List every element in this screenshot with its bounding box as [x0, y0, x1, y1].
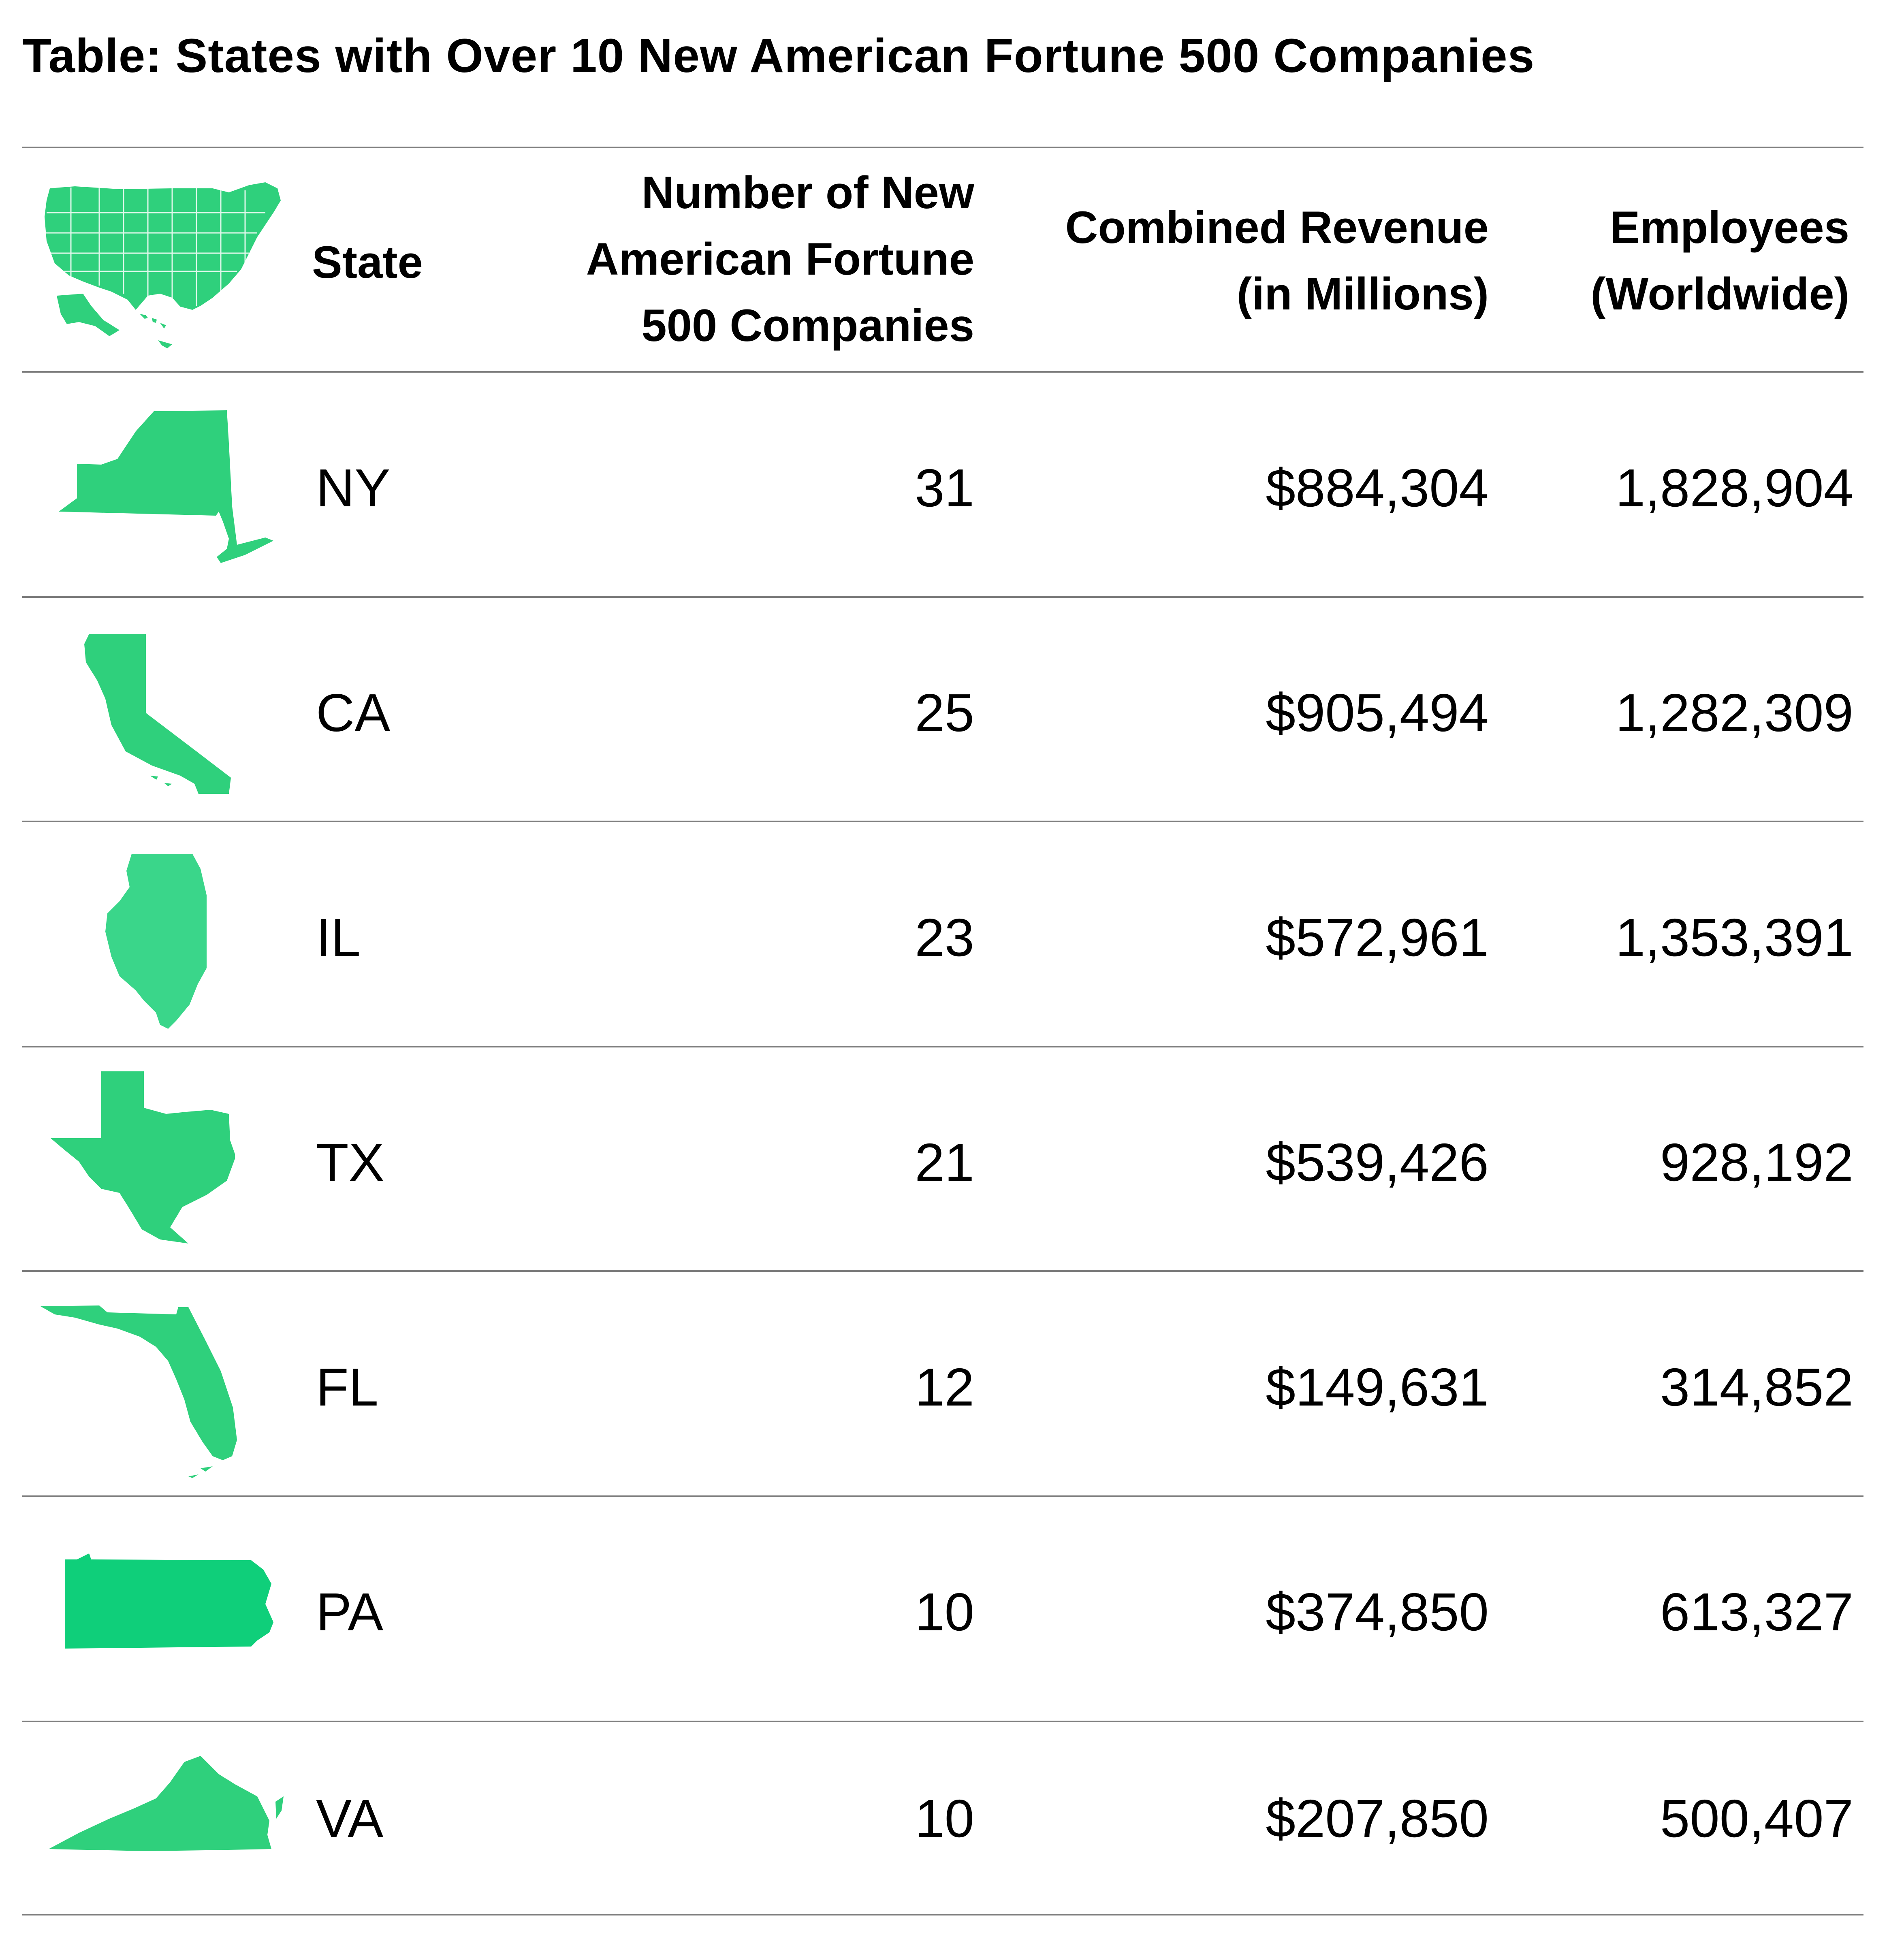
- row-5-revenue: $149,631: [1266, 1357, 1489, 1417]
- florida-map-icon: [38, 1302, 241, 1485]
- row-6-employees: 613,327: [1660, 1582, 1853, 1642]
- row-7-count: 10: [915, 1789, 974, 1848]
- row-4-state: TX: [316, 1133, 384, 1192]
- row-1-count: 31: [915, 458, 974, 518]
- california-map-icon: [81, 630, 235, 796]
- row-3-rule: [22, 1046, 1863, 1047]
- header-count: Number of New American Fortune 500 Compa…: [586, 160, 974, 359]
- row-4-employees: 928,192: [1660, 1133, 1853, 1192]
- row-3-state: IL: [316, 908, 361, 967]
- header-count-line-3: 500 Companies: [641, 300, 974, 351]
- row-1-employees: 1,828,904: [1615, 458, 1853, 518]
- row-1-revenue: $884,304: [1266, 458, 1489, 518]
- texas-map-icon: [49, 1069, 235, 1244]
- row-5-employees: 314,852: [1660, 1357, 1853, 1417]
- row-6-rule: [22, 1721, 1863, 1722]
- header-revenue-line-2: (in Millions): [1236, 269, 1489, 319]
- row-7-rule: [22, 1914, 1863, 1915]
- row-7-revenue: $207,850: [1266, 1789, 1489, 1848]
- header-state: State: [312, 237, 423, 288]
- pennsylvania-map-icon: [61, 1551, 275, 1673]
- row-2-count: 25: [915, 683, 974, 742]
- header-count-line-1: Number of New: [641, 167, 974, 218]
- row-2-rule: [22, 821, 1863, 822]
- row-1-state: NY: [316, 458, 391, 518]
- row-4-rule: [22, 1270, 1863, 1272]
- row-4-revenue: $539,426: [1266, 1133, 1489, 1192]
- row-5-rule: [22, 1495, 1863, 1497]
- row-1-rule: [22, 596, 1863, 598]
- row-5-count: 12: [915, 1357, 974, 1417]
- row-3-count: 23: [915, 908, 974, 967]
- virginia-map-icon: [45, 1750, 288, 1859]
- row-6-revenue: $374,850: [1266, 1582, 1489, 1642]
- header-employees-line-2: (Worldwide): [1590, 269, 1849, 319]
- row-7-employees: 500,407: [1660, 1789, 1853, 1848]
- header-employees-line-1: Employees: [1609, 202, 1849, 253]
- usa-map-icon: [38, 176, 286, 354]
- row-6-state: PA: [316, 1582, 384, 1642]
- header-employees: Employees (Worldwide): [1590, 194, 1849, 327]
- row-4-count: 21: [915, 1133, 974, 1192]
- row-3-employees: 1,353,391: [1615, 908, 1853, 967]
- illinois-map-icon: [101, 851, 211, 1029]
- row-5-state: FL: [316, 1357, 379, 1417]
- row-2-state: CA: [316, 683, 391, 742]
- row-2-revenue: $905,494: [1266, 683, 1489, 742]
- header-count-line-2: American Fortune: [586, 234, 974, 284]
- header-bottom-rule: [22, 371, 1863, 373]
- new-york-map-icon: [55, 407, 282, 573]
- row-3-revenue: $572,961: [1266, 908, 1489, 967]
- row-7-state: VA: [316, 1789, 384, 1848]
- row-2-employees: 1,282,309: [1615, 683, 1853, 742]
- header-top-rule: [22, 147, 1863, 148]
- table-title: Table: States with Over 10 New American …: [22, 29, 1535, 83]
- header-revenue-line-1: Combined Revenue: [1065, 202, 1489, 253]
- row-6-count: 10: [915, 1582, 974, 1642]
- header-revenue: Combined Revenue (in Millions): [1065, 194, 1489, 327]
